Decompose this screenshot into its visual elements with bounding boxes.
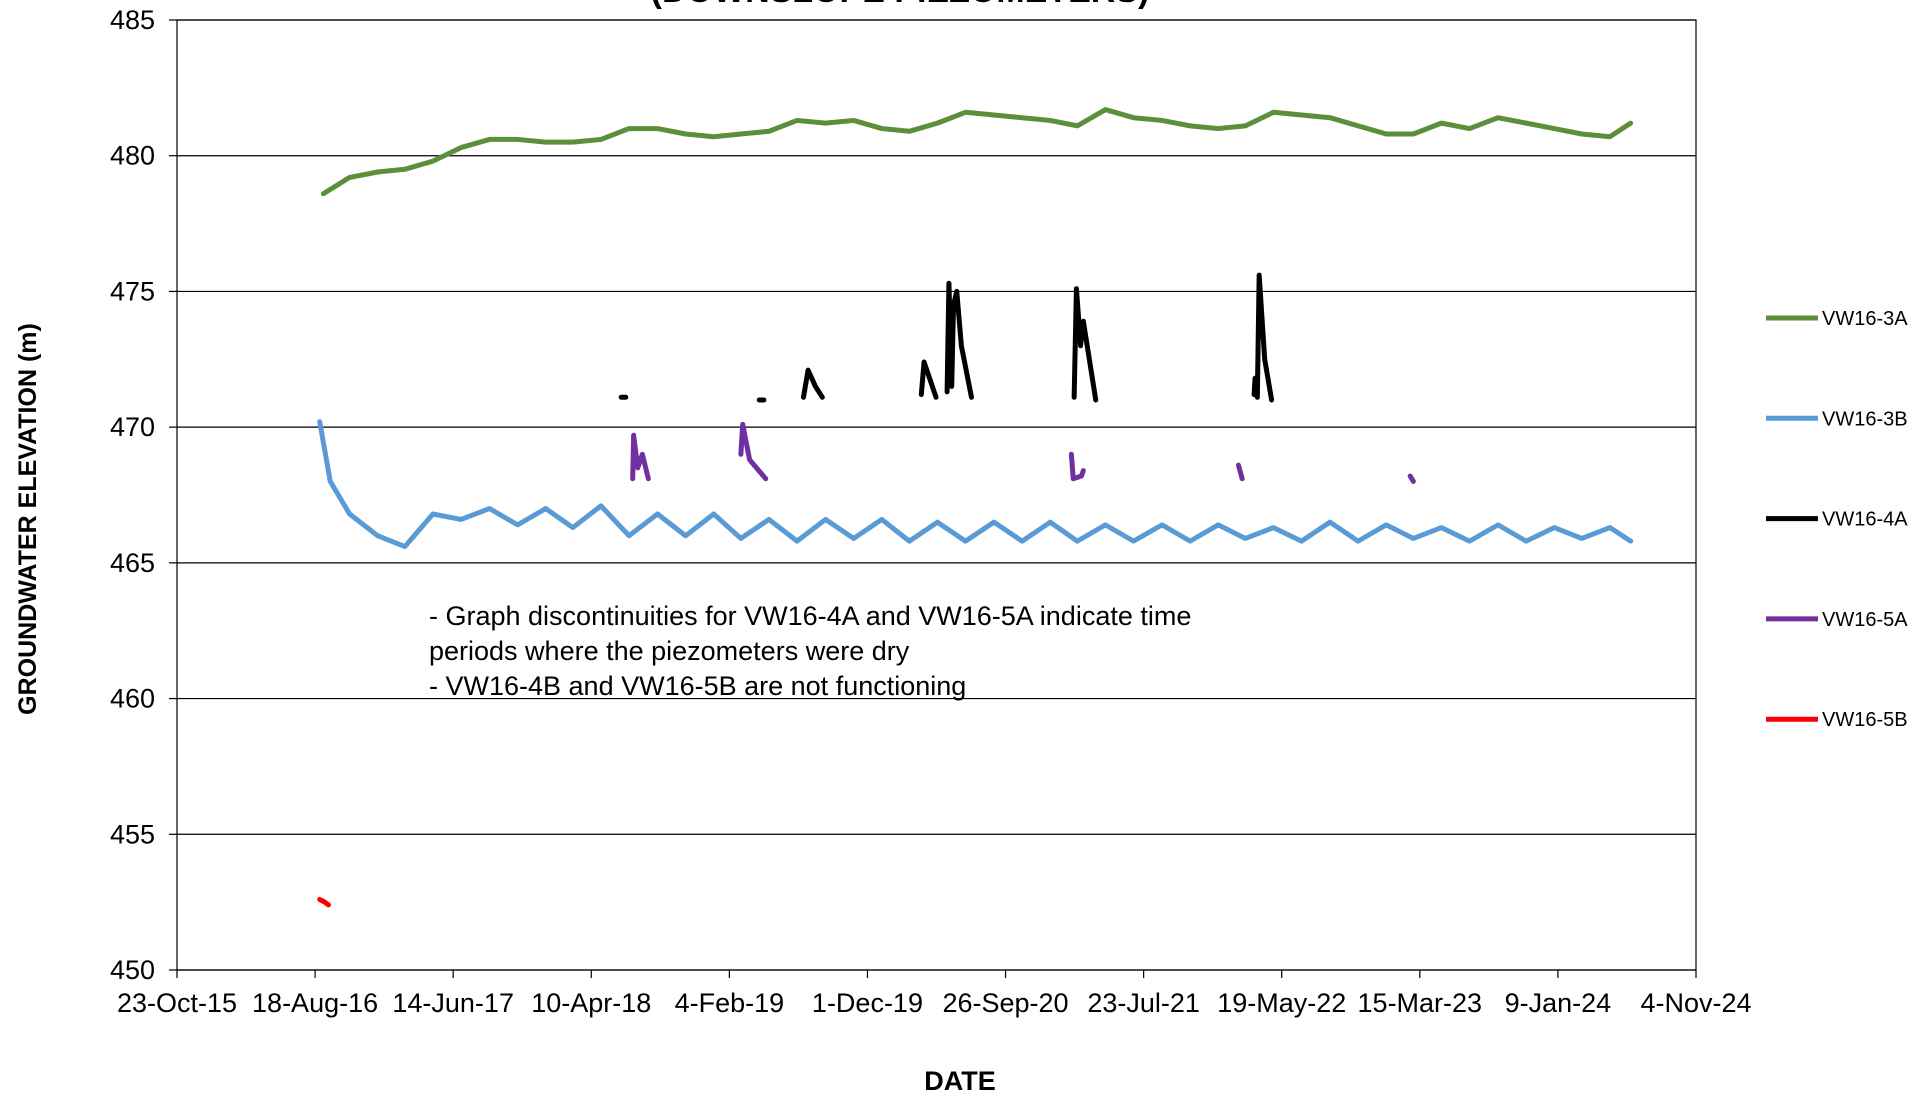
annotation: periods where the piezometers were dry <box>429 636 910 666</box>
series-line <box>1407 473 1416 484</box>
x-tick-label: 14-Jun-17 <box>392 988 514 1018</box>
x-tick-label: 26-Sep-20 <box>942 988 1068 1018</box>
series-line <box>1071 286 1099 403</box>
chart-title: (DOWNSLOPE PIEZOMETERS) <box>651 0 1150 10</box>
x-tick-label: 19-May-22 <box>1217 988 1346 1018</box>
series-line <box>944 280 974 400</box>
legend-label: VW16-5A <box>1822 609 1908 631</box>
series-line <box>738 421 769 482</box>
x-tick-label: 4-Feb-19 <box>675 988 785 1018</box>
y-tick-label: 485 <box>110 5 155 35</box>
x-tick-label: 18-Aug-16 <box>252 988 378 1018</box>
legend-label: VW16-5B <box>1822 709 1908 731</box>
series-line <box>630 432 651 482</box>
x-tick-label: 15-Mar-23 <box>1358 988 1483 1018</box>
series-line <box>1235 462 1245 482</box>
legend-label: VW16-3A <box>1822 308 1908 330</box>
legend-label: VW16-3B <box>1822 408 1908 430</box>
x-tick-label: 1-Dec-19 <box>812 988 923 1018</box>
y-tick-label: 455 <box>110 819 155 849</box>
series-line <box>918 359 939 400</box>
x-tick-label: 4-Nov-24 <box>1640 988 1751 1018</box>
series-line <box>317 896 331 908</box>
y-tick-label: 465 <box>110 548 155 578</box>
series-line <box>1251 272 1275 403</box>
y-tick-label: 470 <box>110 412 155 442</box>
x-axis-label: DATE <box>924 1066 996 1096</box>
plot-frame <box>176 19 1697 971</box>
series-line <box>800 367 825 400</box>
x-tick-label: 23-Jul-21 <box>1087 988 1200 1018</box>
y-tick-label: 475 <box>110 276 155 306</box>
annotation: - Graph discontinuities for VW16-4A and … <box>429 601 1191 631</box>
y-tick-label: 450 <box>110 955 155 985</box>
y-tick-label: 460 <box>110 684 155 714</box>
x-tick-label: 23-Oct-15 <box>117 988 237 1018</box>
series-line <box>320 107 1634 197</box>
series-line <box>1068 451 1086 482</box>
legend-label: VW16-4A <box>1822 509 1908 531</box>
x-tick-label: 9-Jan-24 <box>1505 988 1612 1018</box>
y-tick-label: 480 <box>110 141 155 171</box>
series-line <box>317 419 1634 550</box>
x-tick-label: 10-Apr-18 <box>531 988 651 1018</box>
y-axis-label: GROUNDWATER ELEVATION (m) <box>14 323 42 715</box>
annotation: - VW16-4B and VW16-5B are not functionin… <box>429 671 966 701</box>
